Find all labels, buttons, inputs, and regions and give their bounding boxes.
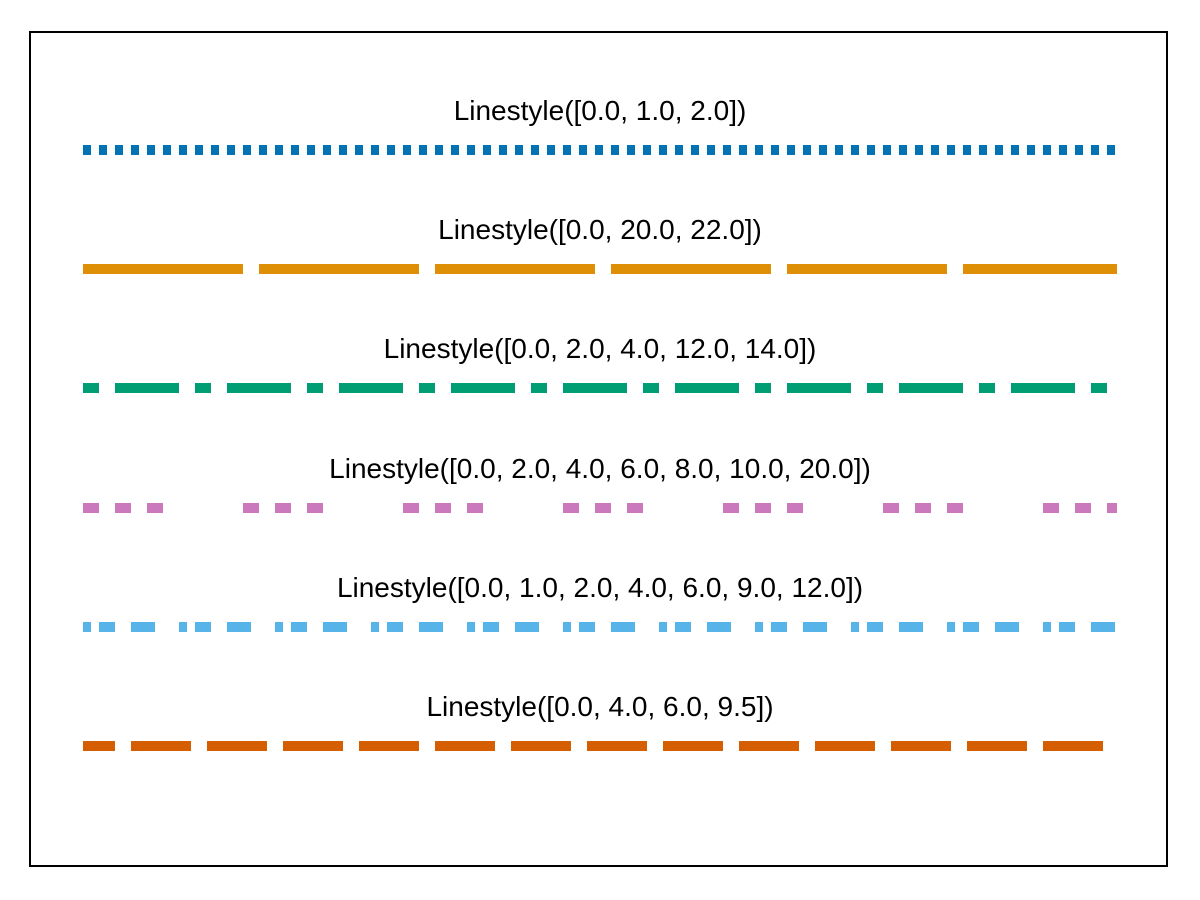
linestyle-label: Linestyle([0.0, 2.0, 4.0, 6.0, 8.0, 10.0… <box>329 453 871 484</box>
linestyle-label: Linestyle([0.0, 4.0, 6.0, 9.5]) <box>426 691 774 722</box>
linestyle-label: Linestyle([0.0, 1.0, 2.0]) <box>453 95 747 126</box>
linestyle-label: Linestyle([0.0, 2.0, 4.0, 12.0, 14.0]) <box>383 333 817 364</box>
dashed-line <box>83 503 1117 513</box>
dashed-line <box>83 622 1117 632</box>
dashed-line <box>83 383 1117 393</box>
dashed-line <box>83 741 1117 751</box>
dashed-line <box>83 145 1117 155</box>
linestyle-label: Linestyle([0.0, 20.0, 22.0]) <box>438 214 762 245</box>
linestyle-label: Linestyle([0.0, 1.0, 2.0, 4.0, 6.0, 9.0,… <box>336 572 864 603</box>
dashed-line <box>83 264 1117 274</box>
axes-frame <box>29 31 1168 867</box>
